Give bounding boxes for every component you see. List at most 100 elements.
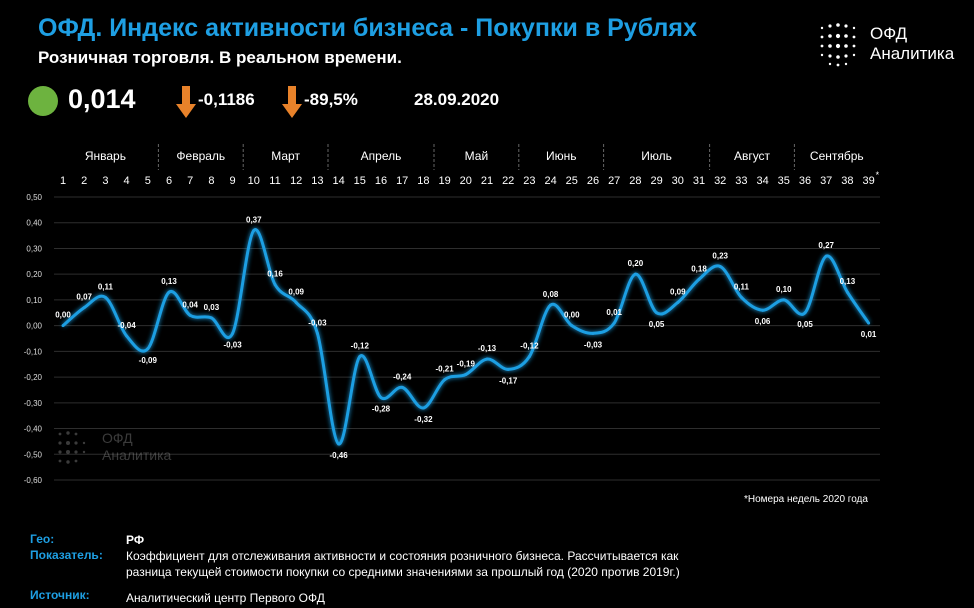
watermark-line-2: Аналитика: [102, 447, 172, 463]
data-point: [443, 378, 447, 382]
x-tick-label: 5: [145, 175, 151, 187]
x-tick-label: 11: [269, 175, 280, 187]
data-point: [739, 295, 743, 299]
data-point: [824, 254, 828, 258]
data-point: [188, 313, 192, 317]
data-point: [803, 311, 807, 315]
x-tick-label: 16: [375, 175, 387, 187]
data-label: 0,00: [55, 311, 71, 320]
data-point: [252, 228, 256, 232]
ofd-logo: ОФД Аналитика: [816, 20, 966, 72]
data-point: [549, 303, 553, 307]
y-tick-label: -0,40: [24, 425, 43, 434]
y-tick-label: -0,20: [24, 373, 43, 382]
data-label: 0,07: [76, 293, 92, 302]
x-tick-label: 27: [608, 175, 620, 187]
data-label: 0,09: [670, 287, 686, 296]
x-tick-label: 9: [230, 175, 236, 187]
data-point: [464, 373, 468, 377]
data-point: [485, 357, 489, 361]
data-point: [61, 324, 65, 328]
x-tick-label: 19: [438, 175, 450, 187]
data-label: 0,06: [755, 317, 771, 326]
x-tick-label: 18: [417, 175, 429, 187]
logo-text: ОФД Аналитика: [870, 24, 954, 64]
change-percent: -89,5%: [304, 90, 358, 109]
data-point: [655, 311, 659, 315]
x-tick-label: 35: [778, 175, 790, 187]
geo-value: РФ: [126, 533, 145, 547]
down-arrow-icon: [176, 86, 196, 118]
month-label: Февраль: [176, 149, 225, 163]
data-label: -0,28: [372, 405, 391, 414]
data-point: [231, 331, 235, 335]
x-tick-label: 24: [544, 175, 556, 187]
x-tick-label: 33: [735, 175, 747, 187]
x-tick-label: 28: [629, 175, 641, 187]
data-label: 0,16: [267, 269, 283, 278]
month-label: Сентябрь: [810, 149, 864, 163]
geo-label: Гео:: [30, 532, 55, 546]
x-tick-label: 7: [187, 175, 193, 187]
data-label: -0,19: [457, 360, 476, 369]
data-point: [676, 300, 680, 304]
data-point: [570, 324, 574, 328]
data-label: -0,03: [584, 340, 603, 349]
y-tick-label: 0,10: [26, 296, 42, 305]
x-tick-label: 13: [311, 175, 323, 187]
data-label: 0,05: [649, 320, 665, 329]
week-asterisk: *: [876, 170, 880, 180]
data-label: 0,37: [246, 215, 262, 224]
data-label: -0,32: [414, 415, 433, 424]
y-tick-label: 0,00: [26, 322, 42, 331]
data-label: 0,10: [776, 285, 792, 294]
y-tick-label: 0,20: [26, 270, 42, 279]
y-tick-label: -0,30: [24, 399, 43, 408]
x-tick-label: 2: [81, 175, 87, 187]
dots-logo-icon: [820, 23, 856, 67]
x-tick-label: 4: [124, 175, 130, 187]
x-tick-label: 8: [208, 175, 214, 187]
data-label: 0,11: [98, 282, 114, 291]
y-tick-label: -0,60: [24, 476, 43, 485]
data-label: -0,24: [393, 372, 412, 381]
data-label: 0,11: [734, 282, 750, 291]
x-tick-label: 15: [354, 175, 366, 187]
data-label: 0,27: [818, 241, 834, 250]
data-point: [421, 406, 425, 410]
data-label: 0,00: [564, 311, 580, 320]
y-tick-label: 0,50: [26, 193, 42, 202]
line-chart: 0,50 0,40 0,30 0,20 0,10 0,00 -0,10 -0,20 -0,30 -…: [24, 144, 880, 485]
page-subtitle: Розничная торговля. В реальном времени.: [38, 48, 402, 67]
data-label: 0,09: [288, 287, 304, 296]
status-indicator-dot: [28, 86, 58, 116]
data-label: -0,12: [520, 342, 539, 351]
data-label: 0,13: [840, 277, 856, 286]
data-label: -0,12: [351, 342, 370, 351]
x-tick-label: 31: [693, 175, 705, 187]
x-tick-label: 26: [587, 175, 599, 187]
data-label: -0,13: [478, 344, 497, 353]
data-point: [867, 321, 871, 325]
x-tick-label: 37: [820, 175, 832, 187]
data-label: 0,08: [543, 290, 559, 299]
y-tick-label: 0,30: [26, 244, 42, 253]
month-label: Август: [734, 149, 771, 163]
change-absolute: -0,1186: [198, 90, 255, 109]
source-value: Аналитический центр Первого ОФД: [126, 591, 325, 605]
data-label: -0,03: [223, 340, 242, 349]
data-label: 0,01: [861, 330, 877, 339]
data-point: [527, 355, 531, 359]
data-point: [633, 272, 637, 276]
data-label: -0,21: [435, 365, 454, 374]
data-label: 0,13: [161, 277, 177, 286]
logo-line-2: Аналитика: [870, 44, 955, 63]
data-label: 0,23: [712, 251, 728, 260]
data-label: 0,03: [204, 303, 220, 312]
logo-line-1: ОФД: [870, 24, 908, 43]
data-point: [612, 321, 616, 325]
source-label: Источник:: [30, 588, 90, 602]
month-label: Май: [465, 149, 489, 163]
current-index-value: 0,014: [68, 84, 136, 114]
data-point: [697, 277, 701, 281]
